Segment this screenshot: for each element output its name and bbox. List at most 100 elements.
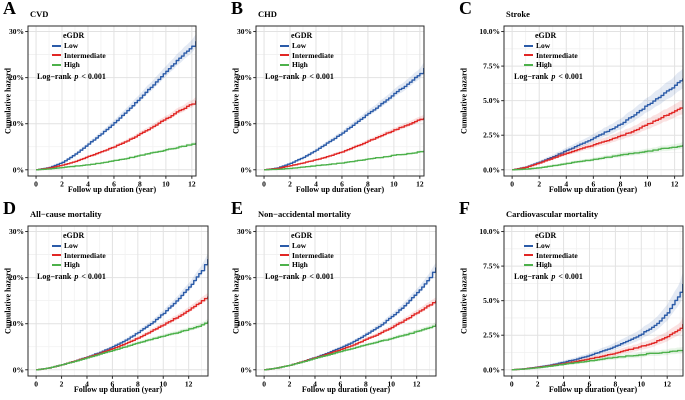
svg-text:0: 0 <box>34 380 38 389</box>
svg-text:30%: 30% <box>9 227 24 236</box>
svg-text:0%: 0% <box>241 365 252 374</box>
panel-title: All−cause mortality <box>30 209 102 219</box>
legend-entry-high: High <box>524 260 578 270</box>
y-axis-label: Cumulative hazard <box>459 268 469 334</box>
high-line-swatch <box>524 63 533 66</box>
svg-text:6: 6 <box>111 380 115 389</box>
svg-text:4: 4 <box>562 380 566 389</box>
legend-label-low: Low <box>64 41 79 51</box>
svg-text:10: 10 <box>390 180 398 189</box>
x-axis-label: Follow up duration (year) <box>67 185 157 194</box>
legend-label-low: Low <box>536 241 551 251</box>
legend-entry-high: High <box>52 260 106 270</box>
panel-non-accidental-mortality: E Non−accidental mortality Cumulative ha… <box>228 200 456 400</box>
p-symbol: p <box>551 272 556 281</box>
intermediate-line-swatch <box>524 54 533 57</box>
y-axis-label: Cumulative hazard <box>3 68 13 134</box>
svg-text:12: 12 <box>413 380 421 389</box>
panel-title: Stroke <box>506 9 530 19</box>
plot-canvas: 0 2 4 6 8 10 12 0.0% 2.5% 5.0% 7.5% 10.0% <box>479 25 684 189</box>
legend: eGDR Low Intermediate High <box>52 31 106 70</box>
svg-text:5.0%: 5.0% <box>483 96 500 105</box>
high-line-swatch <box>280 63 289 66</box>
logrank-text: Log−rank <box>265 272 302 281</box>
legend-entry-high: High <box>52 60 106 70</box>
legend-label-intermediate: Intermediate <box>64 50 106 60</box>
svg-text:0: 0 <box>510 180 514 189</box>
intermediate-line-swatch <box>280 54 289 57</box>
legend: eGDR Low Intermediate High <box>524 31 578 70</box>
svg-text:4: 4 <box>313 380 317 389</box>
svg-text:12: 12 <box>185 380 193 389</box>
svg-text:6: 6 <box>591 180 595 189</box>
svg-text:0: 0 <box>510 380 514 389</box>
legend-label-low: Low <box>536 41 551 51</box>
p-symbol: p <box>302 272 307 281</box>
logrank-text: Log−rank <box>514 272 551 281</box>
plot-canvas: 0 2 4 6 8 10 12 0.0% 2.5% 5.0% 7.5% 10.0% <box>479 225 684 389</box>
legend-entry-low: Low <box>280 41 334 51</box>
svg-text:30%: 30% <box>237 227 252 236</box>
legend-entry-low: Low <box>52 241 106 251</box>
legend-entry-high: High <box>280 260 334 270</box>
svg-text:30%: 30% <box>237 27 252 36</box>
svg-text:10: 10 <box>388 380 396 389</box>
svg-text:8: 8 <box>364 380 368 389</box>
intermediate-line-swatch <box>524 254 533 257</box>
svg-text:8: 8 <box>614 380 618 389</box>
legend: eGDR Low Intermediate High <box>52 231 106 270</box>
svg-text:0%: 0% <box>241 165 252 174</box>
panel-all-cause-mortality: D All−cause mortality Cumulative hazard … <box>0 200 228 400</box>
svg-text:12: 12 <box>663 380 671 389</box>
panel-cardiovascular-mortality: F Cardiovascular mortality Cumulative ha… <box>456 200 685 400</box>
svg-text:7.5%: 7.5% <box>483 262 500 271</box>
svg-text:2: 2 <box>288 180 292 189</box>
legend-entry-intermediate: Intermediate <box>524 251 578 261</box>
legend-entry-high: High <box>524 60 578 70</box>
legend: eGDR Low Intermediate High <box>280 31 334 70</box>
plot-canvas: 0 2 4 6 8 10 12 0% 10% 20% 30% <box>237 25 425 189</box>
svg-text:12: 12 <box>416 180 424 189</box>
logrank-text: Log−rank <box>37 272 74 281</box>
plot-canvas: 0 2 4 6 8 10 12 0% 10% 20% 30% <box>9 225 209 389</box>
logrank-text: Log−rank <box>265 72 302 81</box>
svg-text:4: 4 <box>86 180 90 189</box>
x-axis-label: Follow up duration (year) <box>73 385 163 394</box>
legend-label-intermediate: Intermediate <box>536 250 578 260</box>
x-axis-label: Follow up duration (year) <box>548 185 638 194</box>
panel-letter: E <box>231 200 244 218</box>
svg-text:2: 2 <box>537 180 541 189</box>
legend-entry-low: Low <box>280 241 334 251</box>
svg-text:10: 10 <box>160 380 168 389</box>
intermediate-line-swatch <box>280 254 289 257</box>
svg-text:6: 6 <box>339 380 343 389</box>
svg-text:10: 10 <box>162 180 170 189</box>
logrank-annotation: Log−rank p < 0.001 <box>514 272 583 281</box>
legend-label-low: Low <box>292 41 307 51</box>
panel-letter: F <box>459 200 470 218</box>
p-value: < 0.001 <box>556 272 583 281</box>
svg-text:0: 0 <box>262 380 266 389</box>
svg-text:20%: 20% <box>9 73 24 82</box>
svg-text:10%: 10% <box>237 319 252 328</box>
high-line-swatch <box>524 263 533 266</box>
svg-text:10%: 10% <box>9 119 24 128</box>
plot-canvas: 0 2 4 6 8 10 12 0% 10% 20% 30% <box>237 225 437 389</box>
svg-text:2.5%: 2.5% <box>483 131 500 140</box>
legend-label-low: Low <box>64 241 79 251</box>
low-line-swatch <box>280 44 289 47</box>
y-axis-label: Cumulative hazard <box>231 268 241 334</box>
legend: eGDR Low Intermediate High <box>524 231 578 270</box>
legend-entry-low: Low <box>524 41 578 51</box>
legend-label-high: High <box>536 260 552 270</box>
p-symbol: p <box>302 72 307 81</box>
svg-text:20%: 20% <box>237 273 252 282</box>
intermediate-line-swatch <box>52 54 61 57</box>
svg-text:0: 0 <box>262 180 266 189</box>
svg-text:2: 2 <box>288 380 292 389</box>
svg-text:12: 12 <box>188 180 196 189</box>
legend-entry-high: High <box>280 60 334 70</box>
legend-title: eGDR <box>291 31 313 40</box>
low-line-swatch <box>52 44 61 47</box>
legend-title: eGDR <box>63 231 85 240</box>
